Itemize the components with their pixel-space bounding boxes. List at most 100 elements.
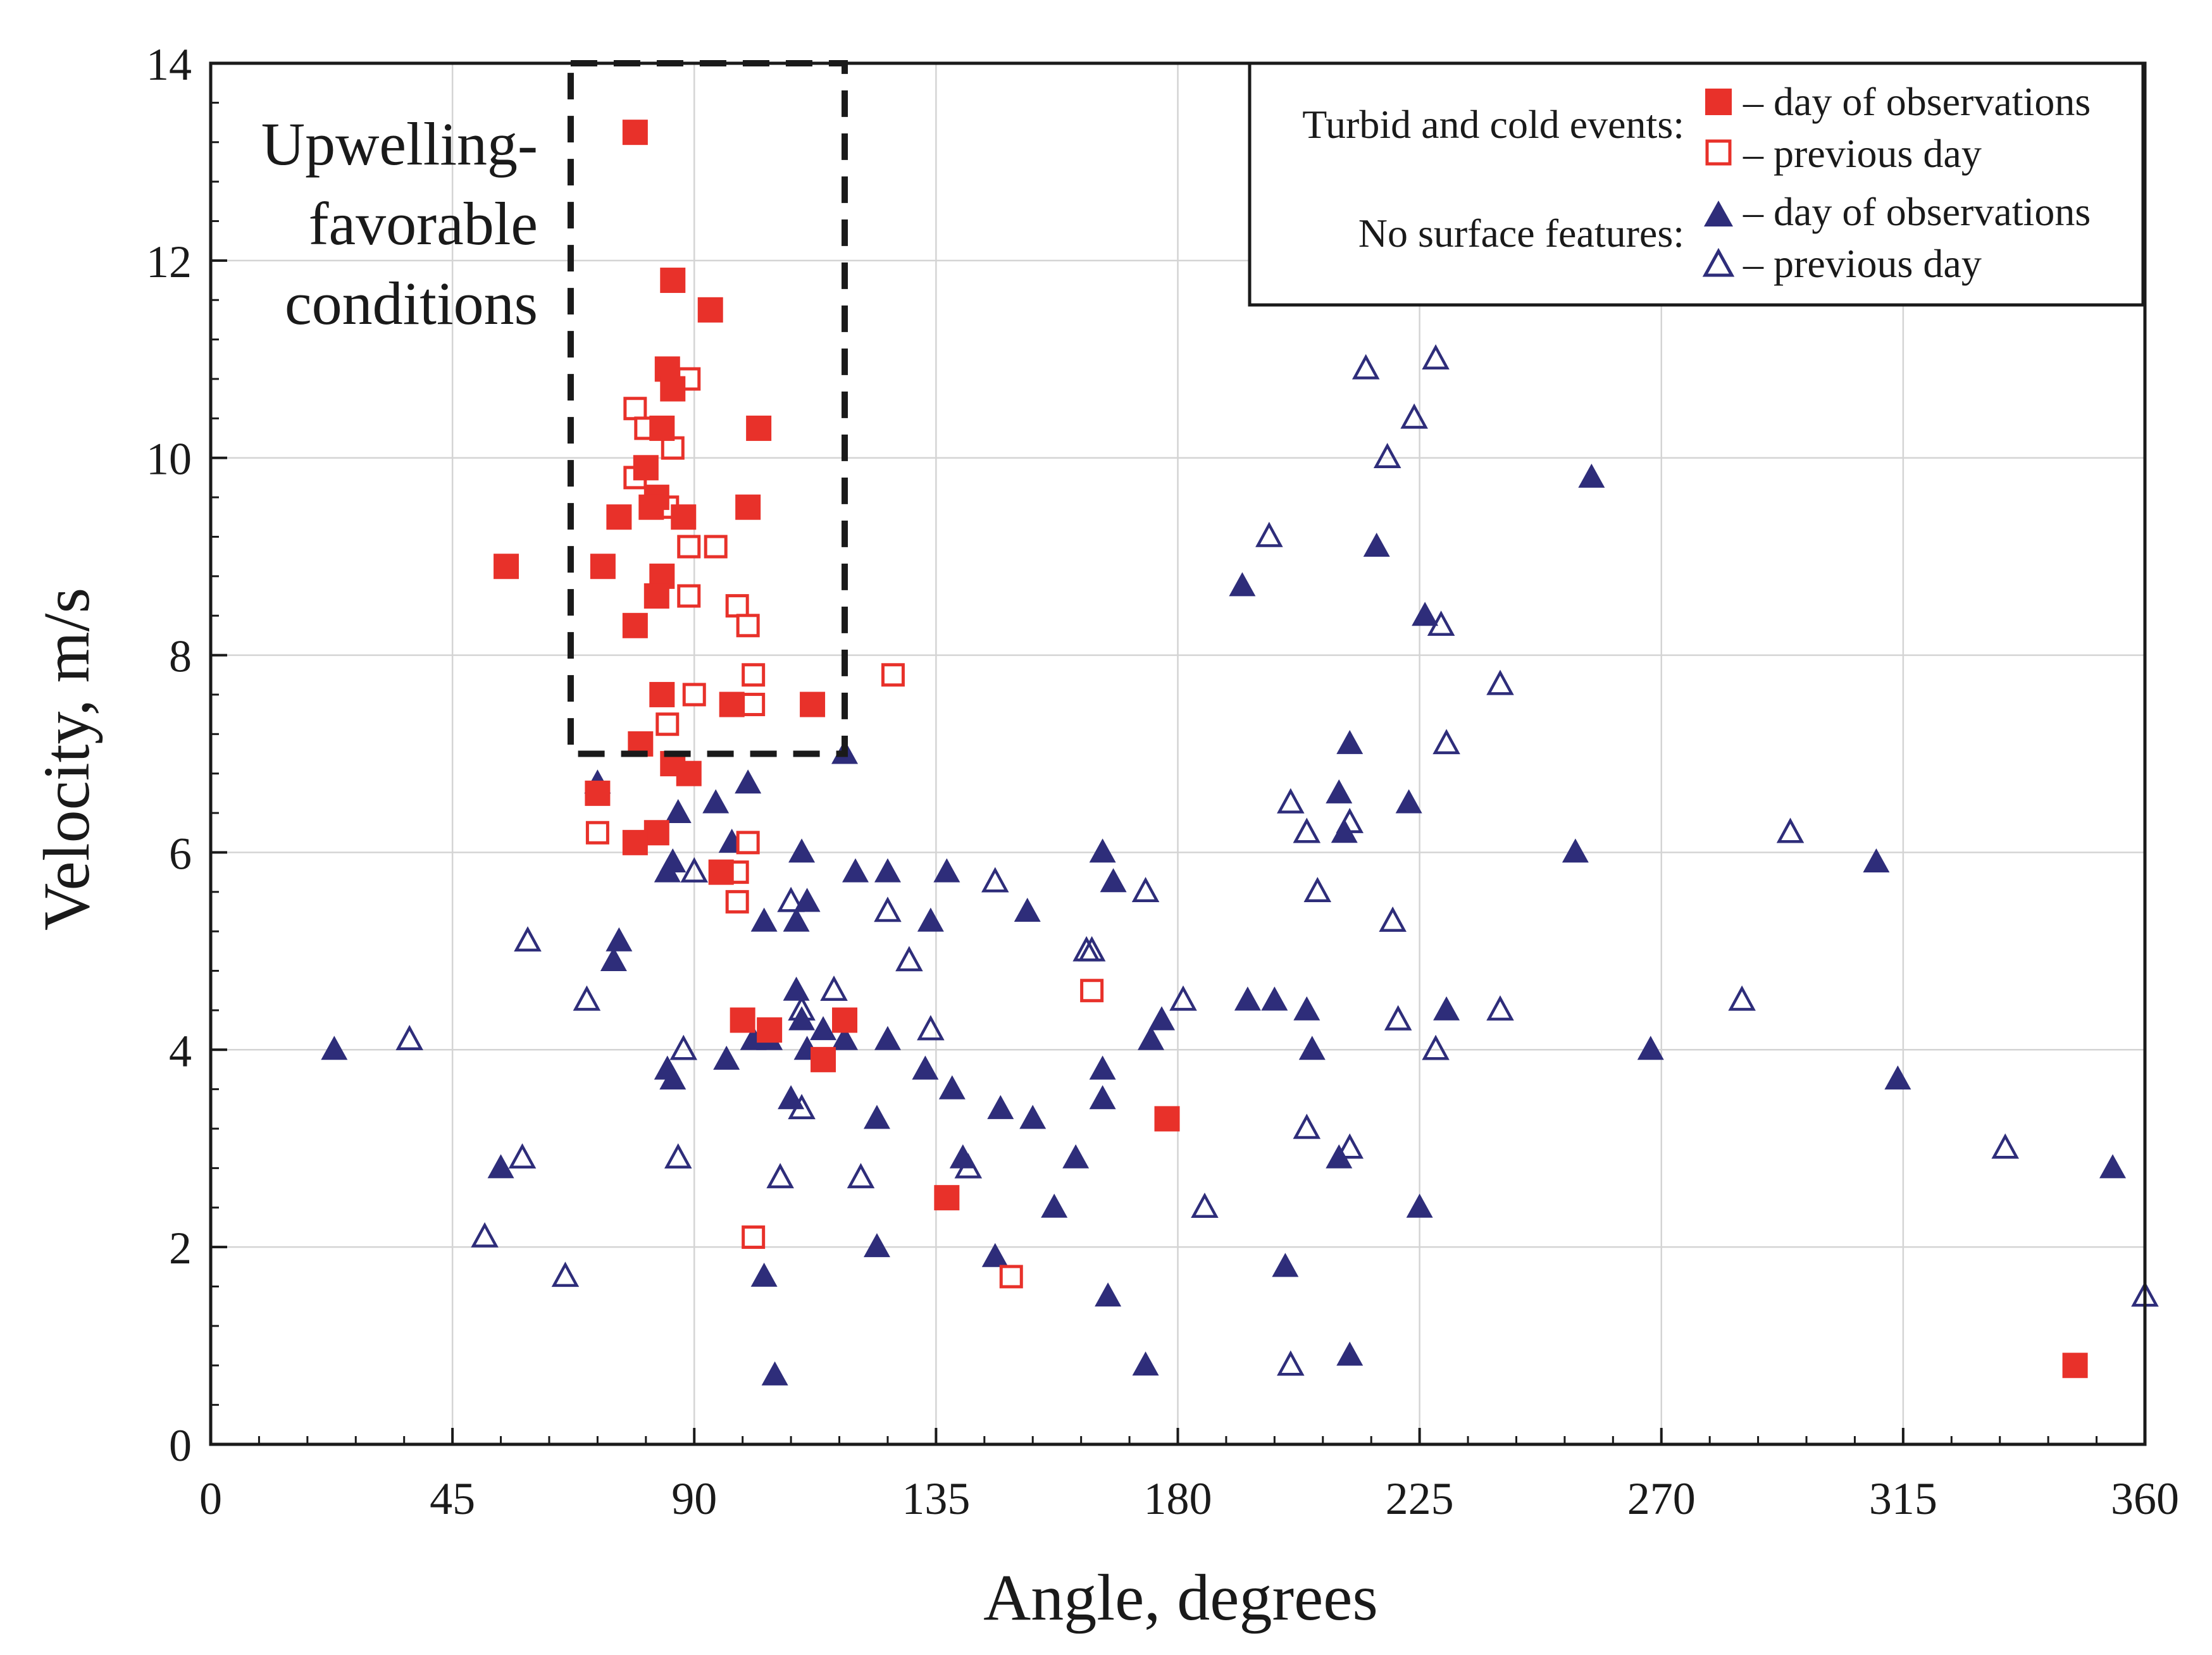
data-point-open-triangle xyxy=(508,1143,537,1169)
data-point-filled-triangle xyxy=(1395,789,1422,814)
data-point-filled-triangle xyxy=(1234,986,1261,1011)
data-point-filled-square xyxy=(633,455,659,481)
axis-ticks: 0 45 90 135 180 225 270 315 360 0 2 4 6 8 10 12 14 xyxy=(146,39,2179,1524)
data-point-filled-triangle xyxy=(1272,1253,1299,1277)
legend-entry-4: – previous day xyxy=(1743,241,1982,286)
data-point-filled-square xyxy=(649,681,675,707)
data-point-filled-triangle xyxy=(713,1045,740,1070)
data-point-filled-triangle xyxy=(1132,1351,1159,1376)
data-point-open-triangle xyxy=(669,1034,698,1060)
data-point-filled-triangle xyxy=(1229,572,1256,597)
data-point-filled-triangle xyxy=(783,976,810,1001)
data-point-filled-triangle xyxy=(949,1144,976,1168)
data-point-open-square xyxy=(677,535,701,559)
data-point-open-triangle xyxy=(1293,817,1321,843)
data-point-open-triangle xyxy=(1422,1034,1450,1060)
data-point-filled-triangle xyxy=(735,769,762,794)
data-point-filled-triangle xyxy=(1095,1282,1122,1307)
data-point-filled-triangle xyxy=(750,907,778,932)
data-point-filled-triangle xyxy=(1578,463,1605,488)
data-point-filled-triangle xyxy=(863,1105,890,1129)
data-point-open-square xyxy=(725,889,749,914)
data-point-open-triangle xyxy=(1191,1193,1219,1218)
data-point-filled-triangle xyxy=(2099,1154,2127,1179)
data-point-filled-triangle xyxy=(831,1026,859,1050)
data-point-filled-square xyxy=(660,376,686,402)
data-point-filled-triangle xyxy=(1148,1006,1176,1031)
data-point-open-triangle xyxy=(1277,788,1305,814)
legend-box xyxy=(1248,61,2145,307)
data-point-filled-triangle xyxy=(1406,1193,1433,1218)
data-point-open-triangle xyxy=(1277,1350,1305,1376)
data-point-open-triangle xyxy=(1131,877,1160,903)
data-point-filled-square xyxy=(622,829,648,855)
data-point-open-triangle xyxy=(766,1163,794,1189)
legend-filled-square-marker xyxy=(1705,89,1732,115)
upwelling-region-box xyxy=(567,60,848,757)
data-point-open-square xyxy=(742,1225,766,1249)
data-point-open-triangle xyxy=(471,1222,499,1248)
data-point-filled-triangle xyxy=(659,848,687,873)
x-tick-label: 270 xyxy=(1627,1473,1696,1524)
x-tick-label: 315 xyxy=(1869,1473,1937,1524)
y-tick-label: 14 xyxy=(146,39,192,90)
y-tick-label: 12 xyxy=(146,237,192,287)
data-point-filled-triangle xyxy=(793,888,821,912)
data-point-filled-square xyxy=(622,120,648,146)
data-point-open-triangle xyxy=(1776,817,1805,843)
data-point-filled-triangle xyxy=(1331,819,1358,843)
data-point-filled-triangle xyxy=(1089,1055,1116,1080)
data-point-open-triangle xyxy=(664,1143,692,1169)
legend-filled-triangle-marker xyxy=(1704,201,1733,226)
data-point-open-triangle xyxy=(573,985,601,1011)
data-point-filled-triangle xyxy=(842,858,869,883)
data-point-open-triangle xyxy=(847,1163,875,1189)
data-point-filled-triangle xyxy=(778,1085,805,1110)
data-point-open-square xyxy=(585,821,609,845)
data-point-filled-triangle xyxy=(1014,897,1041,922)
data-point-filled-triangle xyxy=(1100,868,1127,893)
data-point-filled-triangle xyxy=(606,927,633,951)
data-point-filled-triangle xyxy=(761,1361,788,1385)
data-point-filled-square xyxy=(638,494,664,520)
x-tick-label: 45 xyxy=(430,1473,475,1524)
data-point-filled-triangle xyxy=(788,1006,816,1031)
data-point-filled-square xyxy=(934,1185,960,1211)
x-tick-label: 90 xyxy=(671,1473,717,1524)
data-point-filled-square xyxy=(719,691,745,717)
data-point-open-square xyxy=(682,683,706,707)
data-point-filled-triangle xyxy=(1412,602,1439,626)
data-point-filled-triangle xyxy=(1089,1085,1116,1110)
y-tick-label: 8 xyxy=(169,631,192,682)
data-point-filled-square xyxy=(800,691,826,717)
data-point-filled-triangle xyxy=(938,1075,966,1100)
data-point-open-triangle xyxy=(1351,354,1380,380)
annotation-line-2: favorable xyxy=(309,190,538,257)
data-point-filled-triangle xyxy=(1884,1065,1911,1090)
data-point-filled-triangle xyxy=(1363,533,1390,557)
data-point-open-square xyxy=(1080,979,1104,1003)
data-point-filled-triangle xyxy=(863,1233,890,1258)
data-point-filled-triangle xyxy=(1261,986,1288,1011)
data-point-filled-square xyxy=(622,612,648,638)
data-point-filled-triangle xyxy=(664,799,692,824)
data-point-filled-triangle xyxy=(1326,779,1353,803)
data-point-open-triangle xyxy=(1373,443,1401,468)
data-point-filled-triangle xyxy=(1336,1341,1364,1366)
y-tick-label: 4 xyxy=(169,1026,192,1076)
x-tick-label: 360 xyxy=(2111,1473,2179,1524)
data-point-filled-triangle xyxy=(810,1016,837,1041)
data-point-filled-square xyxy=(730,1007,755,1033)
data-point-filled-triangle xyxy=(1089,838,1116,863)
data-point-open-triangle xyxy=(1255,521,1283,547)
data-point-filled-square xyxy=(585,780,611,806)
data-point-filled-square xyxy=(811,1046,836,1072)
data-point-filled-triangle xyxy=(487,1154,514,1179)
x-tick-label: 0 xyxy=(199,1473,222,1524)
x-tick-label: 180 xyxy=(1144,1473,1212,1524)
data-point-filled-triangle xyxy=(1062,1144,1090,1168)
data-point-filled-triangle xyxy=(702,789,730,814)
data-point-open-square xyxy=(736,614,760,638)
data-point-filled-square xyxy=(649,415,675,441)
y-tick-label: 0 xyxy=(169,1420,192,1471)
